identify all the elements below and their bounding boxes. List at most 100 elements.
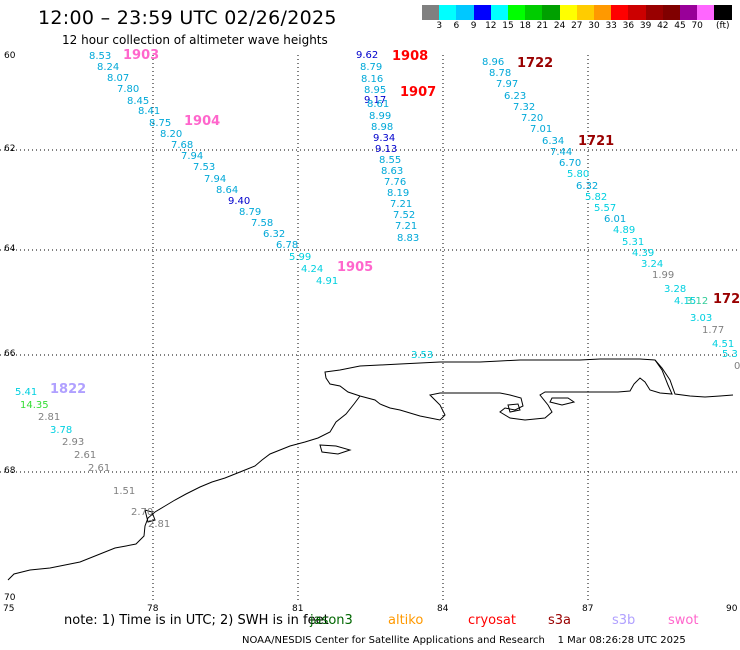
- legend-label: 15: [502, 21, 514, 31]
- wave-height-value: 7.68: [171, 140, 193, 151]
- satellite-swot: swot: [668, 613, 699, 628]
- legend-label: 36: [622, 21, 635, 31]
- wave-height-value: 8.41: [138, 106, 160, 117]
- pass-time-label: 1822: [50, 382, 86, 397]
- wave-height-value: 3.53: [411, 350, 433, 361]
- graticule: [0, 55, 740, 600]
- wave-height-value: 7.01: [530, 124, 552, 135]
- wave-height-value: 3.12: [686, 296, 708, 307]
- satellite-s3a: s3a: [548, 613, 572, 628]
- pass-time-label: 1721: [578, 134, 614, 149]
- wave-height-value: 8.55: [379, 155, 401, 166]
- wave-height-value: 14.35: [20, 400, 49, 411]
- wave-height-value: 8.79: [239, 207, 261, 218]
- legend-swatch: [439, 5, 457, 20]
- wave-height-value: 7.97: [496, 79, 518, 90]
- legend-swatch: [714, 5, 732, 20]
- lat-label-68: 68: [4, 466, 16, 476]
- wave-height-value: 2.70: [131, 507, 153, 518]
- wave-height-value: 7.32: [513, 102, 535, 113]
- wave-height-value: 7.21: [390, 199, 412, 210]
- pass-time-label: 1722: [517, 56, 553, 71]
- lat-label-64: 64: [4, 244, 16, 254]
- pass-time-label: 1904: [184, 114, 220, 129]
- map-frame: [8, 55, 733, 600]
- wave-height-value: 8.75: [149, 118, 171, 129]
- lat-label-66: 66: [4, 349, 16, 359]
- wave-height-value: 8.16: [361, 74, 383, 85]
- legend-label: 42: [657, 21, 669, 31]
- legend-swatch: [559, 5, 577, 20]
- lat-label-60: 60: [4, 51, 16, 61]
- wave-height-value: 8.96: [482, 57, 504, 68]
- satellite-cryosat: cryosat: [468, 613, 516, 628]
- lon-label-84: 84: [437, 604, 449, 614]
- wave-height-value: 8.98: [371, 122, 393, 133]
- legend-label: 39: [639, 21, 652, 31]
- wave-height-value: 5.57: [594, 203, 616, 214]
- wave-height-value: 6.01: [604, 214, 626, 225]
- wave-height-value: 5.99: [289, 252, 311, 263]
- legend-swatch: [697, 5, 715, 20]
- wave-height-value: 4.89: [613, 225, 635, 236]
- wave-height-value: 2.81: [148, 519, 170, 530]
- wave-height-value: 8.19: [387, 188, 409, 199]
- wave-height-value: 2.81: [38, 412, 60, 423]
- wave-height-value: 7.52: [393, 210, 415, 221]
- coastline: [7, 358, 734, 581]
- wave-height-value: 7.76: [384, 177, 406, 188]
- wave-height-value: 5.41: [15, 387, 37, 398]
- wave-height-value: 8.99: [369, 111, 391, 122]
- legend-swatch: [645, 5, 663, 20]
- lon-label-75: 75: [3, 604, 15, 614]
- wave-height-value: 1.77: [702, 325, 724, 336]
- wave-height-value: 5.82: [585, 192, 607, 203]
- wave-height-value: 3.28: [664, 284, 686, 295]
- wave-height-value: 6.34: [542, 136, 564, 147]
- legend-swatch: [508, 5, 526, 20]
- wave-height-labels: 8.53 1903 8.248.077.808.458.418.75 19048.20…: [15, 48, 740, 530]
- legend-label: 45: [674, 21, 686, 31]
- wave-height-value: 6.70: [559, 158, 581, 169]
- wave-height-value: 8.61: [367, 99, 389, 110]
- legend-label: 24: [553, 21, 566, 31]
- wave-height-value: 7.53: [193, 162, 215, 173]
- legend-unit: (ft): [716, 21, 730, 31]
- pass-time-label: 1908: [392, 49, 428, 64]
- pass-time-label: 1905: [337, 260, 373, 275]
- lon-label-87: 87: [582, 604, 594, 614]
- satellite-jason3: jason3: [310, 613, 353, 628]
- wave-height-value: 6.32: [576, 181, 598, 192]
- color-scale-legend: 3 6 9 12 15 18 21 24 27 30 33 36 39 42 45 70 (ft): [0, 0, 740, 40]
- wave-height-value: 9.62: [356, 50, 378, 61]
- wave-height-value: 4.24: [301, 264, 323, 275]
- legend-label: 6: [453, 21, 460, 31]
- wave-height-value: 9.40: [228, 196, 250, 207]
- wave-height-value: 7.80: [117, 84, 139, 95]
- pass-time-label: 1720: [713, 292, 740, 307]
- wave-height-value: 1.99: [652, 270, 674, 281]
- legend-swatch: [473, 5, 491, 20]
- legend-swatch: [422, 5, 440, 20]
- legend-swatch: [662, 5, 680, 20]
- footer-credit-text: NOAA/NESDIS Center for Satellite Applica…: [242, 635, 545, 646]
- wave-height-value: 2.61: [74, 450, 96, 461]
- lat-label-62: 62: [4, 144, 16, 154]
- legend-label: 9: [470, 21, 477, 31]
- legend-label: 3: [436, 21, 443, 31]
- legend-swatch: [594, 5, 612, 20]
- wave-height-value: 5.80: [567, 169, 589, 180]
- legend-swatch: [628, 5, 646, 20]
- footer-timestamp: 1 Mar 08:26:28 UTC 2025: [557, 635, 686, 646]
- wave-height-value: 8.78: [489, 68, 511, 79]
- note-text: note: 1) Time is in UTC; 2) SWH is in fe…: [64, 613, 329, 628]
- wave-height-value: 6.23: [504, 91, 526, 102]
- wave-height-value: 1.51: [113, 486, 135, 497]
- wave-height-value: 4.39: [632, 248, 654, 259]
- wave-height-value: 9.17: [364, 95, 386, 106]
- legend-swatch: [576, 5, 594, 20]
- wave-height-value: 7.94: [204, 174, 226, 185]
- wave-height-value: 4.51: [712, 339, 734, 350]
- legend-swatch: [525, 5, 543, 20]
